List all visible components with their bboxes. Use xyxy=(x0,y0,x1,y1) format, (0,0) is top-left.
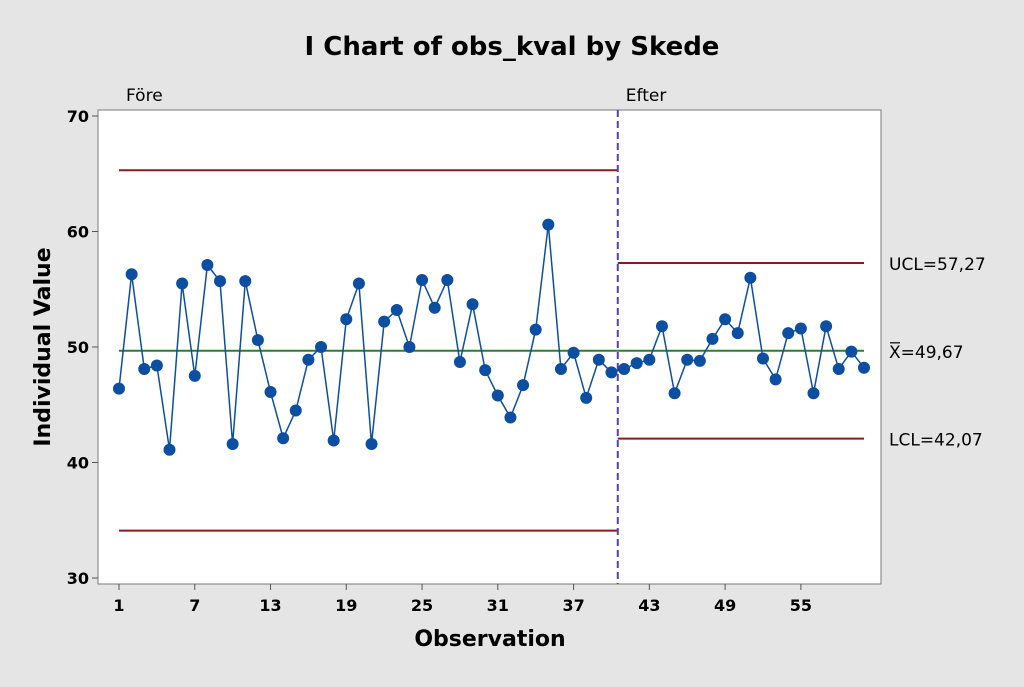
data-point xyxy=(176,277,189,290)
data-point xyxy=(125,268,138,281)
y-tick-label: 70 xyxy=(67,107,89,126)
data-point xyxy=(201,258,214,271)
data-point xyxy=(858,361,870,374)
data-point xyxy=(428,301,441,314)
data-point xyxy=(302,353,315,366)
x-tick-label: 31 xyxy=(487,596,509,615)
data-point xyxy=(744,271,757,284)
reference-labels: UCL=57,27 X=49,67 LCL=42,07 xyxy=(889,255,986,451)
data-point xyxy=(491,389,504,402)
x-axis-title: Observation xyxy=(414,627,565,652)
x-tick-label: 49 xyxy=(714,596,736,615)
x-tick-label: 19 xyxy=(335,596,357,615)
stage-labels: Före Efter xyxy=(126,86,666,106)
data-point xyxy=(226,438,239,451)
data-point xyxy=(706,332,719,345)
data-point xyxy=(188,369,201,382)
data-point xyxy=(605,366,618,379)
y-axis-title: Individual Value xyxy=(31,247,56,446)
data-point xyxy=(327,434,340,447)
data-point xyxy=(340,313,353,326)
x-tick-label: 13 xyxy=(259,596,281,615)
data-point xyxy=(239,275,252,288)
series-line xyxy=(118,224,865,450)
x-tick-label: 1 xyxy=(113,596,124,615)
stage-label: Före xyxy=(126,86,163,106)
data-point xyxy=(264,386,277,399)
x-tick-label: 43 xyxy=(638,596,660,615)
data-point xyxy=(807,387,820,400)
data-point xyxy=(655,320,668,333)
data-point xyxy=(567,346,580,359)
data-point xyxy=(277,432,290,445)
data-point xyxy=(643,353,656,366)
data-point xyxy=(138,362,151,375)
data-point xyxy=(630,357,643,370)
data-point xyxy=(782,327,795,340)
lcl-label: LCL=42,07 xyxy=(889,431,983,451)
data-point xyxy=(479,364,492,377)
data-point xyxy=(668,387,681,400)
x-tick-label: 55 xyxy=(790,596,812,615)
data-point xyxy=(214,275,227,288)
data-point xyxy=(693,354,706,367)
data-point xyxy=(504,411,517,424)
data-point xyxy=(756,352,769,365)
data-point xyxy=(618,362,631,375)
data-point xyxy=(517,379,530,392)
data-point xyxy=(390,304,403,317)
series-line-path xyxy=(118,224,865,450)
ucl-label: UCL=57,27 xyxy=(889,255,986,275)
data-point xyxy=(403,341,416,353)
data-point xyxy=(453,356,466,369)
chart-title: I Chart of obs_kval by Skede xyxy=(305,32,720,62)
data-point xyxy=(315,341,328,353)
data-point xyxy=(251,334,264,347)
y-axis: 30 40 50 60 70 xyxy=(67,107,98,588)
data-point xyxy=(769,373,782,386)
data-point xyxy=(466,298,479,311)
stage-label: Efter xyxy=(626,86,667,106)
data-point xyxy=(163,443,176,456)
data-point xyxy=(150,359,163,372)
series-points xyxy=(113,218,870,456)
data-point xyxy=(580,391,593,404)
data-point xyxy=(719,313,732,326)
data-point xyxy=(289,404,302,417)
y-tick-label: 50 xyxy=(67,338,89,357)
data-point xyxy=(542,218,555,231)
data-point xyxy=(592,353,605,366)
y-tick-label: 40 xyxy=(67,454,89,473)
data-point xyxy=(820,320,833,333)
data-point xyxy=(794,322,807,335)
data-point xyxy=(378,315,391,328)
x-tick-label: 37 xyxy=(562,596,584,615)
data-point xyxy=(832,362,845,375)
y-tick-label: 30 xyxy=(67,569,89,588)
data-point xyxy=(365,438,378,451)
y-tick-label: 60 xyxy=(67,223,89,242)
data-point xyxy=(113,382,125,395)
plot-area xyxy=(97,109,882,585)
data-point xyxy=(681,353,694,366)
data-point xyxy=(416,274,429,287)
center-label: X=49,67 xyxy=(889,343,964,363)
x-tick-label: 25 xyxy=(411,596,433,615)
data-point xyxy=(845,345,858,358)
data-point xyxy=(731,327,744,340)
x-axis: 1 7 13 19 25 31 37 43 49 55 xyxy=(113,584,812,615)
x-tick-label: 7 xyxy=(189,596,200,615)
data-point xyxy=(529,323,542,336)
data-point xyxy=(554,362,567,375)
data-point xyxy=(352,277,365,290)
data-point xyxy=(441,274,454,287)
control-limits xyxy=(119,169,864,532)
